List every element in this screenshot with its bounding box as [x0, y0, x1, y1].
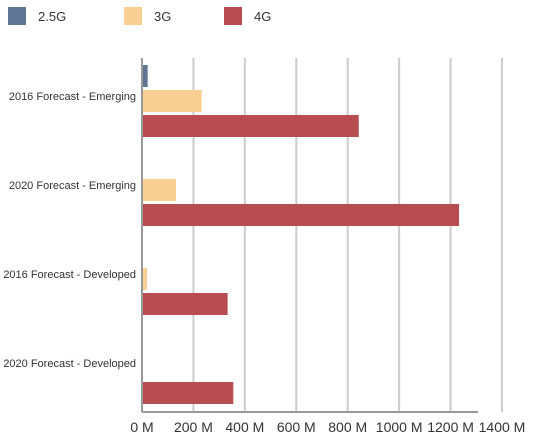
axes	[141, 58, 478, 413]
x-tick-label-800-m: 800 M	[328, 419, 367, 435]
x-tick-label-1000-m: 1000 M	[376, 419, 423, 435]
category-label-2020-forecast-developed: 2020 Forecast - Developed	[3, 358, 136, 370]
gridlines	[192, 58, 503, 412]
legend: 2.5G 3G 4G	[8, 7, 271, 25]
category-label-2016-forecast-emerging: 2016 Forecast - Emerging	[9, 91, 136, 103]
bar-3g-2016-forecast-emerging	[142, 90, 202, 112]
category-label-2020-forecast-emerging: 2020 Forecast - Emerging	[9, 180, 136, 192]
bar-2-5g-2016-forecast-emerging	[142, 65, 148, 87]
x-axis-tick-labels: 0 M 200 M 400 M 600 M 800 M 1000 M 1200 M 1400 …	[130, 419, 525, 435]
legend-swatch-4g	[224, 7, 242, 25]
legend-label-2-5g: 2.5G	[38, 9, 66, 24]
x-tick-label-1200-m: 1200 M	[427, 419, 474, 435]
legend-swatch-2-5g	[8, 7, 26, 25]
x-tick-label-600-m: 600 M	[277, 419, 316, 435]
x-tick-label-400-m: 400 M	[225, 419, 264, 435]
bar-4g-2020-forecast-developed	[142, 382, 234, 404]
category-labels: 2016 Forecast - Emerging 2020 Forecast - …	[3, 91, 136, 370]
legend-item-4g: 4G	[224, 7, 271, 25]
x-tick-label-1400-m: 1400 M	[479, 419, 526, 435]
bar-4g-2016-forecast-developed	[142, 293, 228, 315]
x-tick-label-0-m: 0 M	[130, 419, 153, 435]
x-tick-label-200-m: 200 M	[174, 419, 213, 435]
bar-3g-2020-forecast-emerging	[142, 179, 176, 201]
legend-item-3g: 3G	[124, 7, 171, 25]
legend-label-3g: 3G	[154, 9, 171, 24]
legend-item-2-5g: 2.5G	[8, 7, 66, 25]
category-label-2016-forecast-developed: 2016 Forecast - Developed	[3, 269, 136, 281]
bar-4g-2016-forecast-emerging	[142, 115, 359, 137]
bars	[142, 65, 460, 404]
bar-4g-2020-forecast-emerging	[142, 204, 460, 226]
legend-swatch-3g	[124, 7, 142, 25]
legend-label-4g: 4G	[254, 9, 271, 24]
bar-3g-2016-forecast-developed	[142, 268, 148, 290]
